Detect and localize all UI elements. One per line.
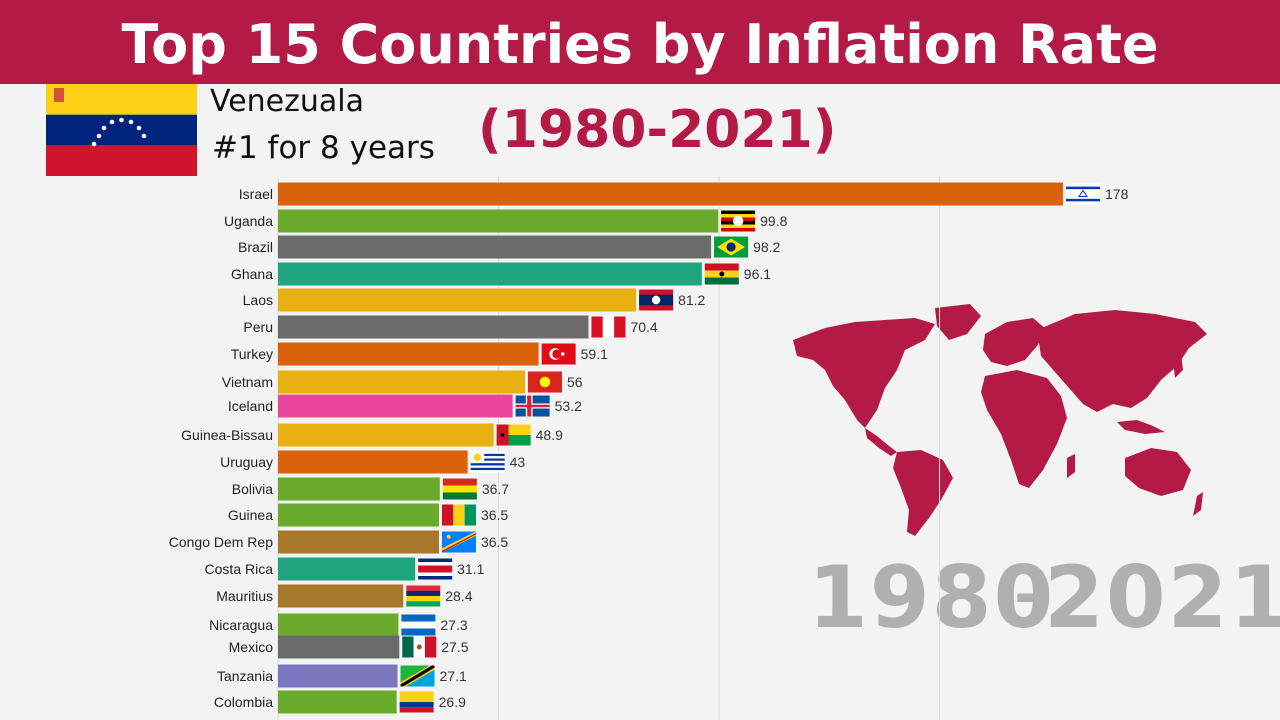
bar-guinea bbox=[278, 503, 439, 527]
category-label: Israel bbox=[239, 186, 273, 202]
bar-chart: Israel 178 Uganda 99.8 Brazil 98.2 Ghana 96.1 La… bbox=[169, 176, 1129, 720]
bar-vietnam bbox=[278, 370, 525, 394]
bar-nicaragua bbox=[278, 613, 399, 637]
category-label: Colombia bbox=[214, 694, 273, 710]
category-label: Guinea bbox=[228, 507, 273, 523]
category-label: Vietnam bbox=[222, 374, 273, 390]
category-label: Bolivia bbox=[232, 481, 273, 497]
tanzania-flag-icon bbox=[400, 665, 435, 687]
value-label: 28.4 bbox=[445, 588, 472, 604]
chart-title: Top 15 Countries by Inflation Rate bbox=[0, 0, 1280, 84]
value-label: 31.1 bbox=[457, 561, 484, 577]
nicaragua-flag-icon bbox=[401, 614, 436, 636]
bar-mexico bbox=[278, 635, 400, 659]
israel-flag-icon bbox=[1066, 183, 1100, 205]
colombia-flag-icon bbox=[399, 691, 434, 713]
bar-uruguay bbox=[278, 450, 468, 474]
bar-mauritius bbox=[278, 584, 404, 608]
category-label: Nicaragua bbox=[209, 617, 273, 633]
vietnam-flag-icon bbox=[527, 371, 562, 393]
value-label: 27.1 bbox=[440, 668, 467, 684]
value-label: 26.9 bbox=[439, 694, 466, 710]
category-label: Uruguay bbox=[220, 454, 273, 470]
category-label: Guinea-Bissau bbox=[181, 427, 273, 443]
value-label: 98.2 bbox=[753, 239, 780, 255]
value-label: 43 bbox=[510, 454, 526, 470]
value-label: 56 bbox=[567, 374, 583, 390]
bar-colombia bbox=[278, 690, 397, 714]
year-start-label: 1980 bbox=[808, 548, 1056, 648]
turkey-flag-icon bbox=[541, 343, 576, 365]
uruguay-flag-icon bbox=[470, 451, 505, 473]
bolivia-flag-icon bbox=[442, 478, 477, 500]
value-label: 70.4 bbox=[630, 319, 657, 335]
category-label: Ghana bbox=[231, 266, 273, 282]
value-label: 36.5 bbox=[481, 507, 508, 523]
bar-bolivia bbox=[278, 477, 440, 501]
category-label: Tanzania bbox=[217, 668, 273, 684]
value-label: 99.8 bbox=[760, 213, 787, 229]
costa-rica-flag-icon bbox=[418, 558, 453, 580]
value-label: 53.2 bbox=[555, 398, 582, 414]
peru-flag-icon bbox=[591, 316, 626, 338]
value-label: 48.9 bbox=[536, 427, 563, 443]
guinea-bissau-flag-icon bbox=[496, 424, 531, 446]
category-label: Laos bbox=[243, 292, 273, 308]
value-label: 178 bbox=[1105, 186, 1129, 202]
category-label: Turkey bbox=[231, 346, 273, 362]
congo-flag-icon bbox=[441, 531, 476, 553]
leader-caption: #1 for 8 years bbox=[212, 130, 435, 166]
category-label: Congo Dem Rep bbox=[169, 534, 273, 550]
value-label: 59.1 bbox=[581, 346, 608, 362]
uganda-flag-icon bbox=[721, 210, 756, 232]
ghana-flag-icon bbox=[704, 263, 739, 285]
value-label: 96.1 bbox=[744, 266, 771, 282]
value-label: 27.3 bbox=[440, 617, 467, 633]
value-label: 36.7 bbox=[482, 481, 509, 497]
bar-costa-rica bbox=[278, 557, 416, 581]
bar-ghana bbox=[278, 262, 702, 286]
category-label: Mexico bbox=[229, 639, 274, 655]
world-map-icon bbox=[793, 304, 1207, 536]
year-end-label: 2021 bbox=[1044, 548, 1280, 648]
value-label: 36.5 bbox=[481, 534, 508, 550]
bar-brazil bbox=[278, 235, 712, 259]
category-label: Costa Rica bbox=[205, 561, 274, 577]
bar-laos bbox=[278, 288, 637, 312]
laos-flag-icon bbox=[639, 289, 674, 311]
category-label: Iceland bbox=[228, 398, 273, 414]
bar-congo-dem-rep bbox=[278, 530, 439, 554]
category-label: Peru bbox=[243, 319, 273, 335]
bar-turkey bbox=[278, 342, 539, 366]
value-label: 81.2 bbox=[678, 292, 705, 308]
venezuela-flag-icon bbox=[46, 84, 197, 176]
iceland-flag-icon bbox=[515, 395, 550, 417]
bar-guinea-bissau bbox=[278, 423, 494, 447]
bar-peru bbox=[278, 315, 589, 339]
chart-subtitle: (1980-2021) bbox=[478, 100, 837, 160]
guinea-flag-icon bbox=[441, 504, 476, 526]
year-dash-label: - bbox=[1014, 560, 1039, 630]
bar-uganda bbox=[278, 209, 719, 233]
bar-tanzania bbox=[278, 664, 398, 688]
bar-iceland bbox=[278, 394, 513, 418]
value-label: 27.5 bbox=[441, 639, 468, 655]
category-label: Mauritius bbox=[216, 588, 273, 604]
leader-country-name: Venezuala bbox=[210, 84, 364, 119]
mauritius-flag-icon bbox=[406, 585, 441, 607]
brazil-flag-icon bbox=[714, 236, 749, 258]
bar-israel bbox=[278, 182, 1063, 206]
category-label: Uganda bbox=[224, 213, 273, 229]
mexico-flag-icon bbox=[402, 636, 437, 658]
category-label: Brazil bbox=[238, 239, 273, 255]
